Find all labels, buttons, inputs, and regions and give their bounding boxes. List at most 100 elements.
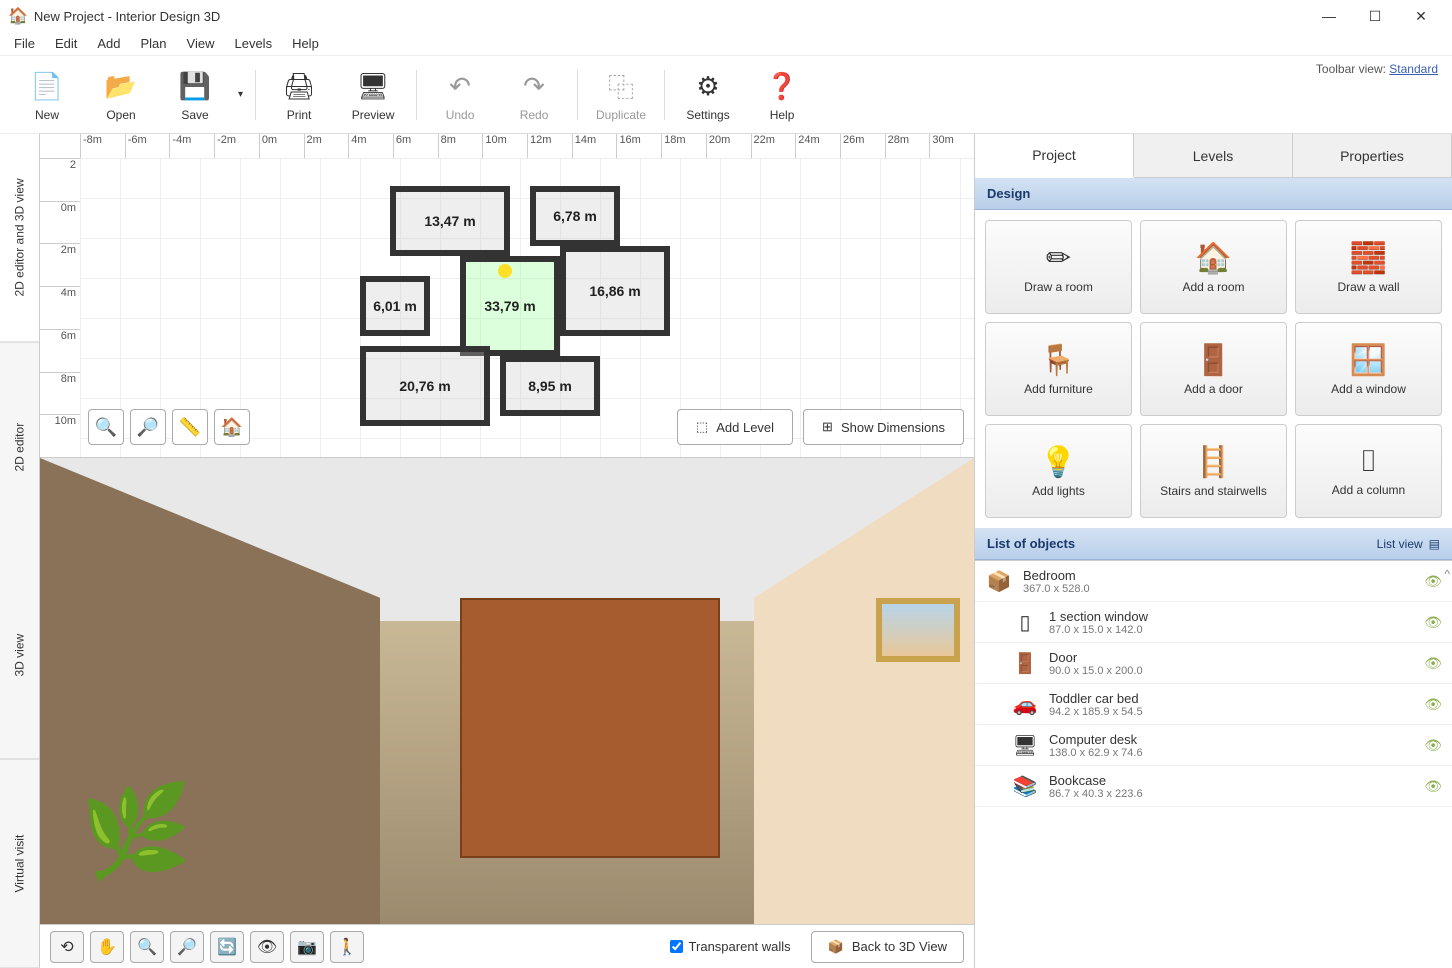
menu-edit[interactable]: Edit [47,34,85,53]
object-item[interactable]: ▯1 section window87.0 x 15.0 x 142.0👁 [975,602,1452,643]
tab-3d-view[interactable]: 3D view [0,551,39,760]
menu-view[interactable]: View [179,34,223,53]
plan-actions: ⬚Add Level ⊞Show Dimensions [677,409,964,445]
ruler-tick: 2 [40,158,80,201]
visibility-icon[interactable]: 👁 [1424,778,1442,795]
vertical-ruler: 20m2m4m6m8m10m [40,158,80,457]
zoom-in-button[interactable]: 🔎 [130,409,166,445]
stairs-button[interactable]: 🪜Stairs and stairwells [1140,424,1287,518]
object-item[interactable]: 🚪Door90.0 x 15.0 x 200.0👁 [975,643,1452,684]
zoom-in-button[interactable]: 🔍 [130,931,164,963]
toolbar-view: Toolbar view: Standard [1316,62,1438,76]
room-5[interactable]: 6,01 m [360,276,430,336]
ruler-tick: -2m [214,134,259,158]
visibility-icon[interactable]: 👁 [1424,655,1442,672]
new-label: New [35,108,59,122]
object-icon: 🚗 [1011,690,1039,718]
plan-tools: 🔍 🔎 📏 🏠 [88,409,250,445]
preview-button[interactable]: 🖥Preview [336,62,410,128]
add-column-button[interactable]: ⌷Add a column [1295,424,1442,518]
duplicate-button[interactable]: ⿻Duplicate [584,62,658,128]
minimize-button[interactable]: — [1306,0,1352,32]
reset-view-button[interactable]: 🔄 [210,931,244,963]
object-item[interactable]: 🖥Computer desk138.0 x 62.9 x 74.6👁 [975,725,1452,766]
room-1[interactable]: 13,47 m [390,186,510,256]
menu-file[interactable]: File [6,34,43,53]
add-furniture-button[interactable]: 🪑Add furniture [985,322,1132,416]
add-window-button[interactable]: 🪟Add a window [1295,322,1442,416]
menu-levels[interactable]: Levels [226,34,280,53]
room-6[interactable]: 20,76 m [360,346,490,426]
3d-render-view[interactable]: 🌿 [40,458,974,924]
object-item[interactable]: 🚗Toddler car bed94.2 x 185.9 x 54.5👁 [975,684,1452,725]
tab-project[interactable]: Project [975,134,1134,178]
monitor-icon: 🖥 [354,68,392,106]
visibility-icon[interactable]: 👁 [1424,573,1442,590]
list-view-toggle[interactable]: List view ▤ [1377,537,1440,551]
rotate-360-button[interactable]: ⟲ [50,931,84,963]
home-button[interactable]: 🏠 [214,409,250,445]
visibility-icon[interactable]: 👁 [1424,614,1442,631]
redo-button[interactable]: ↷Redo [497,62,571,128]
object-item[interactable]: 📚Bookcase86.7 x 40.3 x 223.6👁 [975,766,1452,807]
draw-wall-button[interactable]: 🧱Draw a wall [1295,220,1442,314]
menu-plan[interactable]: Plan [133,34,175,53]
close-button[interactable]: ✕ [1398,0,1444,32]
snapshot-button[interactable]: 📷 [290,931,324,963]
cube-icon: 📦 [828,939,844,955]
open-button[interactable]: 📂Open [84,62,158,128]
design-grid: ✏Draw a room 🏠Add a room 🧱Draw a wall 🪑A… [975,210,1452,528]
tab-2d-editor[interactable]: 2D editor [0,343,39,552]
undo-label: Undo [446,108,475,122]
objects-list[interactable]: ^ 📦Bedroom367.0 x 528.0👁▯1 section windo… [975,560,1452,968]
ruler-tick: -8m [80,134,125,158]
visibility-icon[interactable]: 👁 [1424,737,1442,754]
visibility-icon[interactable]: 👁 [1424,696,1442,713]
draw-room-button[interactable]: ✏Draw a room [985,220,1132,314]
tab-2d-3d[interactable]: 2D editor and 3D view [0,134,39,343]
settings-button[interactable]: ⚙Settings [671,62,745,128]
zoom-out-button[interactable]: 🔎 [170,931,204,963]
back-to-3d-button[interactable]: 📦Back to 3D View [811,931,964,963]
menu-add[interactable]: Add [89,34,128,53]
object-icon: ▯ [1011,608,1039,636]
tab-virtual-visit[interactable]: Virtual visit [0,760,39,968]
tab-properties[interactable]: Properties [1293,134,1452,177]
object-item[interactable]: 📦Bedroom367.0 x 528.0👁 [975,561,1452,602]
tab-levels[interactable]: Levels [1134,134,1293,177]
object-dimensions: 87.0 x 15.0 x 142.0 [1049,624,1414,636]
scroll-up-icon[interactable]: ^ [1444,567,1450,581]
pan-button[interactable]: ✋ [90,931,124,963]
new-button[interactable]: 📄New [10,62,84,128]
save-label: Save [181,108,208,122]
ruler-tick: 4m [348,134,393,158]
zoom-out-button[interactable]: 🔍 [88,409,124,445]
person-button[interactable]: 🚶 [330,931,364,963]
ruler-tick: 30m [929,134,974,158]
transparent-walls-checkbox[interactable]: Transparent walls [670,939,791,954]
save-dropdown[interactable]: ▾ [232,89,249,100]
floorplan[interactable]: 13,47 m 6,78 m 33,79 m 16,86 m 6,01 m 20… [360,186,680,426]
measure-button[interactable]: 📏 [172,409,208,445]
look-button[interactable]: 👁 [250,931,284,963]
room-7[interactable]: 8,95 m [500,356,600,416]
room-4[interactable]: 16,86 m [560,246,670,336]
show-dimensions-button[interactable]: ⊞Show Dimensions [803,409,964,445]
ruler-tick: 6m [40,329,80,372]
print-button[interactable]: 🖨Print [262,62,336,128]
undo-button[interactable]: ↶Undo [423,62,497,128]
ruler-tick: 10m [40,414,80,457]
room-2[interactable]: 6,78 m [530,186,620,246]
transparent-walls-input[interactable] [670,940,683,953]
add-lights-button[interactable]: 💡Add lights [985,424,1132,518]
add-level-button[interactable]: ⬚Add Level [677,409,793,445]
maximize-button[interactable]: ☐ [1352,0,1398,32]
save-button[interactable]: 💾Save [158,62,232,128]
add-room-button[interactable]: 🏠Add a room [1140,220,1287,314]
help-button[interactable]: ❓Help [745,62,819,128]
plan-2d-view[interactable]: -8m-6m-4m-2m0m2m4m6m8m10m12m14m16m18m20m… [40,134,974,458]
add-door-button[interactable]: 🚪Add a door [1140,322,1287,416]
toolbar-view-link[interactable]: Standard [1389,62,1438,76]
objects-header-label: List of objects [987,536,1075,551]
menu-help[interactable]: Help [284,34,327,53]
